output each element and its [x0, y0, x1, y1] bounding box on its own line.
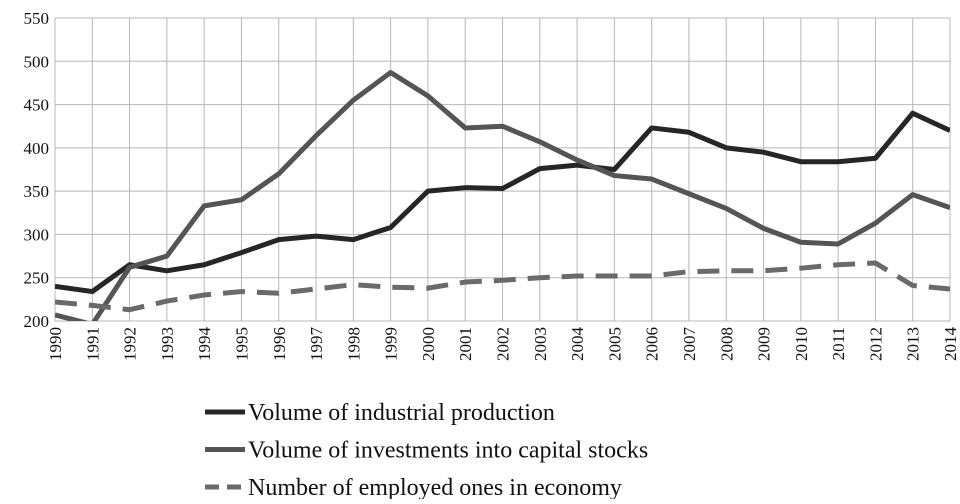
y-tick-label: 350 [24, 182, 50, 201]
x-tick-label: 2007 [680, 327, 699, 362]
x-tick-label: 1990 [46, 327, 65, 361]
y-tick-label: 550 [24, 9, 50, 28]
legend-label: Number of employed ones in economy [248, 475, 622, 499]
y-tick-label: 500 [24, 52, 50, 71]
x-tick-label: 2010 [792, 327, 811, 361]
legend-label: Volume of investments into capital stock… [248, 438, 648, 464]
x-tick-label: 1996 [270, 327, 289, 361]
x-tick-label: 1998 [344, 327, 363, 361]
x-tick-label: 2014 [941, 327, 960, 362]
x-tick-label: 2005 [605, 327, 624, 361]
y-tick-label: 400 [24, 139, 50, 158]
legend-label: Volume of industrial production [248, 400, 555, 426]
x-tick-label: 1999 [382, 327, 401, 361]
x-tick-label: 2011 [829, 327, 848, 360]
x-tick-label: 1995 [232, 327, 251, 361]
x-tick-label: 2013 [904, 327, 923, 361]
x-tick-label: 1991 [83, 327, 102, 361]
x-tick-label: 2006 [643, 327, 662, 361]
x-tick-label: 2000 [419, 327, 438, 361]
x-tick-label: 2003 [531, 327, 550, 361]
y-tick-label: 300 [24, 225, 50, 244]
x-tick-label: 2004 [568, 327, 587, 362]
x-tick-label: 1994 [195, 327, 214, 362]
series-line [55, 110, 950, 295]
x-tick-label: 2002 [494, 327, 513, 361]
x-tick-label: 2001 [456, 327, 475, 361]
x-tick-label: 2012 [866, 327, 885, 361]
x-tick-label: 1992 [121, 327, 140, 361]
plot-area [55, 70, 950, 321]
series-line [55, 70, 950, 321]
x-tick-label: 1993 [158, 327, 177, 361]
y-tick-label: 250 [24, 269, 50, 288]
x-tick-label: 2008 [717, 327, 736, 361]
plot-border [54, 17, 951, 322]
x-tick-label: 1997 [307, 327, 326, 362]
x-tick-label: 2009 [755, 327, 774, 361]
y-tick-label: 200 [24, 312, 50, 331]
y-tick-label: 450 [24, 96, 50, 115]
series-line [55, 260, 950, 313]
